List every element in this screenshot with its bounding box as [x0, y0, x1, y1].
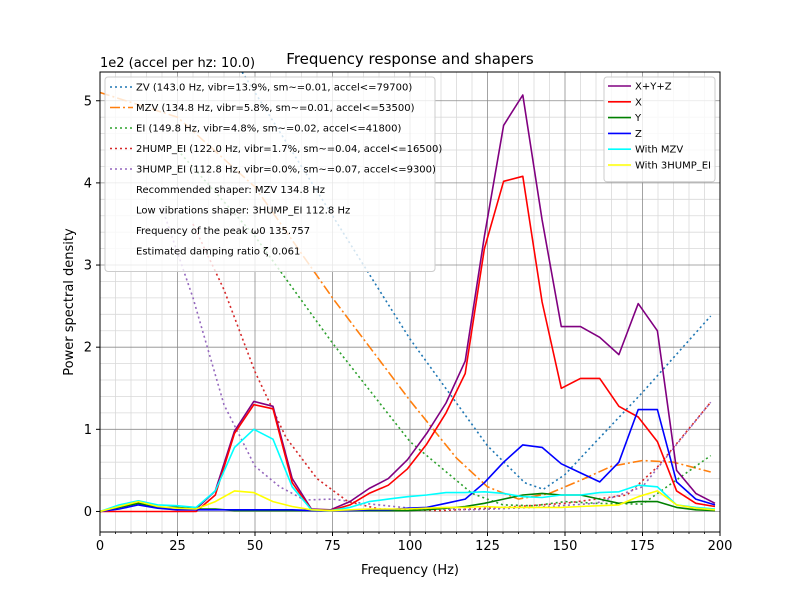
- psd-curves: [100, 94, 716, 513]
- y-tick-label: 5: [84, 94, 92, 109]
- x-axis-label: Frequency (Hz): [361, 563, 459, 578]
- shaper-curve-2: [176, 149, 712, 507]
- shaper-legend-note: Frequency of the peak ω0 135.757: [136, 226, 310, 237]
- y-tick-label: 1: [84, 423, 92, 438]
- x-tick-label: 175: [630, 539, 655, 554]
- x-tick-label: 125: [475, 539, 500, 554]
- shaper-legend-label: MZV (134.8 Hz, vibr=5.8%, sm~=0.01, acce…: [136, 103, 415, 114]
- x-tick-label: 0: [96, 539, 104, 554]
- x-tick-label: 150: [553, 539, 578, 554]
- y-tick-label: 0: [84, 505, 92, 520]
- shaper-legend-label: EI (149.8 Hz, vibr=4.8%, sm~=0.02, accel…: [136, 124, 402, 135]
- psd-legend-label: X: [635, 97, 642, 108]
- y-tick-label: 2: [84, 341, 92, 356]
- chart-title: Frequency response and shapers: [286, 50, 534, 68]
- psd-legend-label: Z: [635, 129, 642, 140]
- x-tick-label: 100: [398, 539, 423, 554]
- shaper-legend-label: ZV (143.0 Hz, vibr=13.9%, sm~=0.01, acce…: [136, 83, 412, 94]
- psd-legend-label: With MZV: [635, 145, 683, 156]
- psd-legend-label: With 3HUMP_EI: [635, 161, 711, 172]
- y-axis-ticks: 0 1 2 3 4 5: [84, 94, 100, 520]
- x-tick-label: 75: [324, 539, 341, 554]
- y-tick-label: 3: [84, 259, 92, 274]
- shaper-legend-note: Estimated damping ratio ζ 0.061: [136, 247, 300, 258]
- shaper-legend-label: 3HUMP_EI (112.8 Hz, vibr=0.0%, sm~=0.07,…: [136, 165, 436, 176]
- psd-curve-5: [100, 490, 716, 513]
- psd-curve-0: [100, 94, 716, 513]
- psd-legend: X+Y+Z XYZ With MZV With 3HUMP_EI: [603, 76, 716, 183]
- y-tick-label: 4: [84, 176, 92, 191]
- shaper-legend-label: 2HUMP_EI (122.0 Hz, vibr=1.7%, sm~=0.04,…: [136, 144, 442, 155]
- psd-legend-label: X+Y+Z: [635, 82, 672, 93]
- scale-note: 1e2 (accel per hz: 10.0): [100, 56, 255, 71]
- x-tick-label: 200: [708, 539, 733, 554]
- shaper-legend: ZV (143.0 Hz, vibr=13.9%, sm~=0.01, acce…: [104, 76, 442, 272]
- psd-legend-label: Y: [634, 113, 642, 124]
- x-tick-label: 50: [247, 539, 264, 554]
- psd-legend-box: [603, 76, 716, 183]
- x-axis-ticks: 0 25 50 75 100 125 150 175 200: [96, 532, 733, 554]
- shaper-legend-note: Recommended shaper: MZV 134.8 Hz: [136, 185, 325, 196]
- shaper-legend-note: Low vibrations shaper: 3HUMP_EI 112.8 Hz: [136, 206, 350, 217]
- psd-curve-4: [100, 428, 716, 513]
- y-axis-label: Power spectral density: [62, 228, 77, 376]
- x-tick-label: 25: [169, 539, 186, 554]
- shaper-legend-box: [104, 76, 436, 272]
